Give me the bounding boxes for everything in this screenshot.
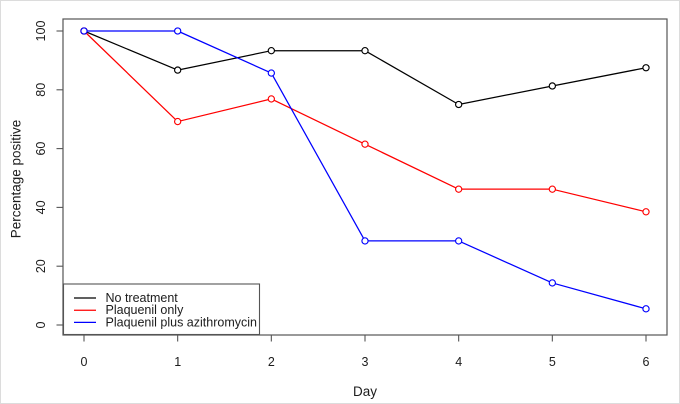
x-tick-label: 2 xyxy=(268,355,275,369)
x-axis-title: Day xyxy=(353,384,377,399)
x-tick-label: 6 xyxy=(643,355,650,369)
data-point xyxy=(267,69,276,77)
data-point xyxy=(361,140,369,148)
y-tick-label: 0 xyxy=(34,321,48,328)
y-tick-label: 20 xyxy=(34,259,48,273)
series-line-plaquenil-only xyxy=(83,30,647,213)
data-point xyxy=(454,237,463,245)
data-point xyxy=(80,27,88,35)
data-point xyxy=(642,64,650,72)
data-point xyxy=(454,100,463,109)
x-tick-label: 4 xyxy=(455,355,462,369)
y-axis: 0 20 40 60 80 100 xyxy=(34,21,63,328)
x-tick-label: 1 xyxy=(174,355,181,369)
y-axis-title: Percentage positive xyxy=(9,120,24,239)
y-tick-label: 100 xyxy=(34,21,48,42)
legend-item-label: No treatment xyxy=(106,291,179,305)
data-point xyxy=(361,47,369,55)
legend-item-label: Plaquenil plus azithromycin xyxy=(106,315,258,329)
x-tick-label: 3 xyxy=(362,355,369,369)
data-point xyxy=(173,66,182,74)
x-axis: 0 1 2 3 4 5 6 xyxy=(81,335,650,369)
legend-item-label: Plaquenil only xyxy=(106,303,185,317)
data-point xyxy=(454,185,463,193)
data-point xyxy=(267,95,276,103)
series-line-plaquenil-plus-azithromycin xyxy=(84,30,647,310)
data-point xyxy=(361,237,369,245)
legend-box xyxy=(62,283,261,336)
data-point xyxy=(642,305,650,313)
y-tick-label: 80 xyxy=(34,83,48,97)
data-point xyxy=(173,117,182,126)
data-point xyxy=(642,208,650,216)
data-point xyxy=(548,82,557,90)
x-tick-label: 0 xyxy=(81,355,88,369)
data-series xyxy=(80,27,650,313)
data-point xyxy=(548,185,557,193)
x-tick-label: 5 xyxy=(549,355,556,369)
data-point xyxy=(548,279,557,287)
y-tick-label: 40 xyxy=(34,200,48,214)
y-tick-label: 60 xyxy=(34,142,48,156)
data-point xyxy=(267,47,276,55)
series-line-no-treatment xyxy=(83,30,647,106)
data-point xyxy=(173,27,182,35)
